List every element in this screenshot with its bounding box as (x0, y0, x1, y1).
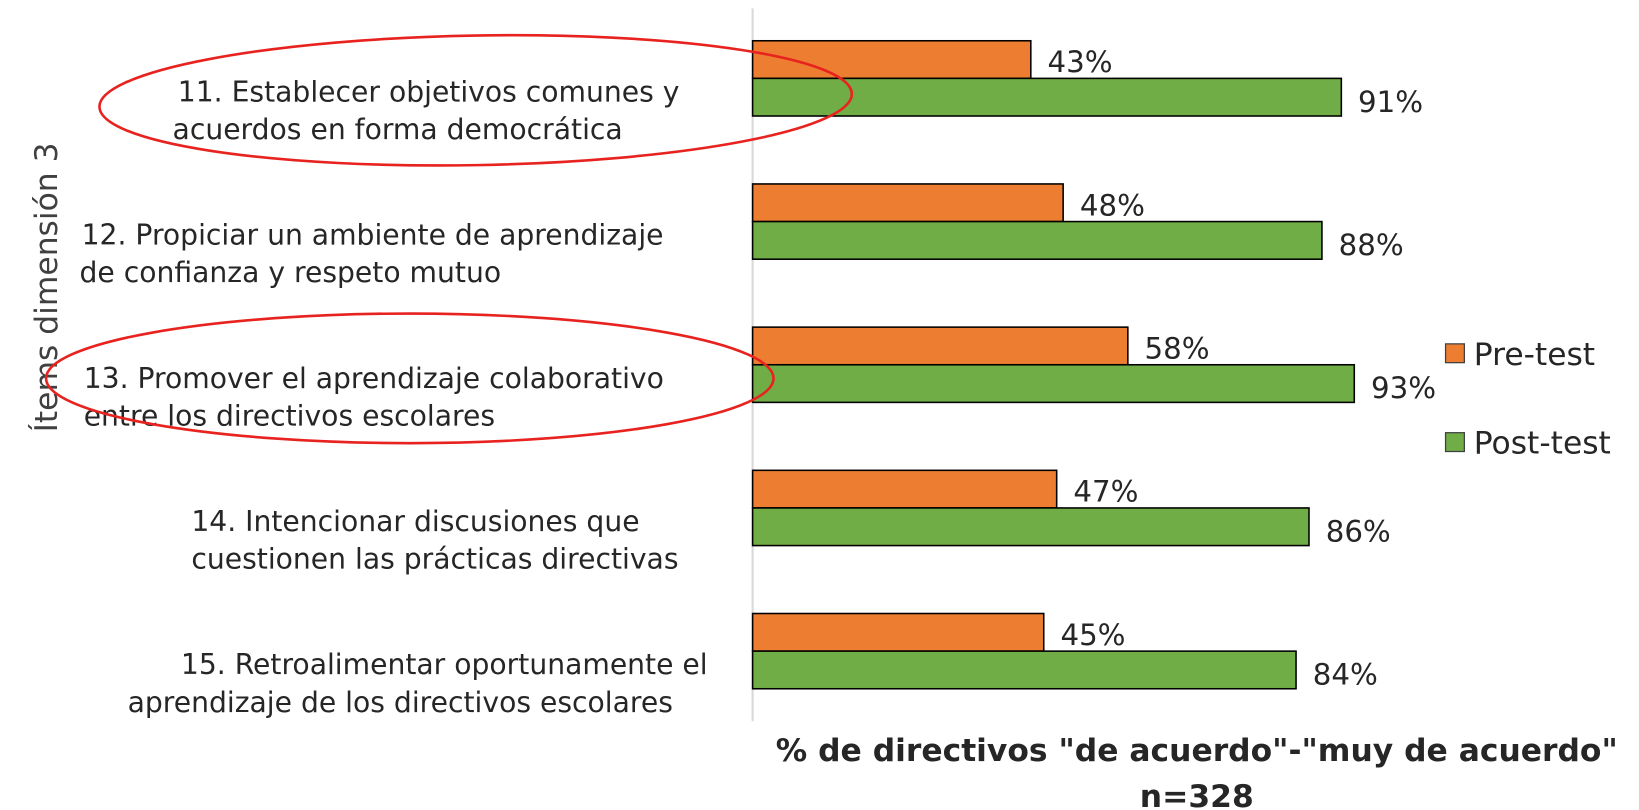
highlight-ellipse (98, 33, 854, 167)
y-tick-label: 14. Intencionar discusiones que (191, 505, 639, 538)
legend-swatch (1444, 343, 1465, 364)
legend-swatch (1444, 432, 1465, 453)
bar (751, 612, 1045, 652)
bar (751, 220, 1323, 260)
bar (751, 183, 1064, 223)
bar (751, 507, 1310, 547)
y-tick-label: acuerdos en forma democrática (173, 113, 623, 146)
bar (751, 363, 1356, 404)
data-label: 48% (1080, 188, 1145, 222)
data-label: 43% (1048, 45, 1113, 79)
data-label: 88% (1339, 228, 1404, 262)
data-label: 58% (1145, 331, 1210, 365)
highlight-ellipse (44, 312, 775, 445)
x-axis-subtitle: n=328 (1140, 779, 1254, 810)
data-label: 93% (1371, 371, 1436, 405)
legend-label: Pre-test (1474, 337, 1595, 373)
data-label: 47% (1073, 475, 1138, 509)
y-tick-label: 15. Retroalimentar oportunamente el (181, 648, 708, 681)
y-axis-title: Ítems dimensión 3 (27, 142, 65, 432)
bar (751, 650, 1297, 690)
data-label: 86% (1326, 514, 1391, 548)
y-tick-label: 11. Establecer objetivos comunes y (178, 75, 680, 108)
bar (751, 469, 1058, 509)
y-tick-label: aprendizaje de los directivos escolares (128, 686, 673, 719)
data-label: 84% (1313, 658, 1378, 692)
y-tick-label: cuestionen las prácticas directivas (191, 543, 678, 576)
y-tick-label: 12. Propiciar un ambiente de aprendizaje (82, 219, 664, 252)
legend-label: Post-test (1474, 426, 1611, 462)
y-tick-label: 13. Promover el aprendizaje colaborativo (84, 362, 664, 395)
y-tick-label: de confianza y respeto mutuo (80, 256, 502, 289)
data-label: 45% (1060, 618, 1125, 652)
y-tick-label: entre los directivos escolares (84, 399, 495, 432)
plot: 11. Establecer objetivos comunes y acuerd… (80, 39, 1611, 719)
data-label: 91% (1358, 85, 1423, 119)
bar (751, 326, 1129, 366)
x-axis-title: % de directivos "de acuerdo"-"muy de acu… (776, 733, 1618, 769)
